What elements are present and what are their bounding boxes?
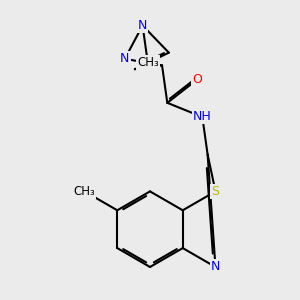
- Text: CH₃: CH₃: [137, 56, 159, 69]
- Text: N: N: [211, 260, 220, 274]
- Text: NH: NH: [193, 110, 212, 124]
- Text: N: N: [138, 19, 147, 32]
- Text: N: N: [120, 52, 130, 65]
- Text: S: S: [212, 185, 220, 198]
- Text: CH₃: CH₃: [74, 185, 95, 198]
- Text: O: O: [192, 73, 202, 86]
